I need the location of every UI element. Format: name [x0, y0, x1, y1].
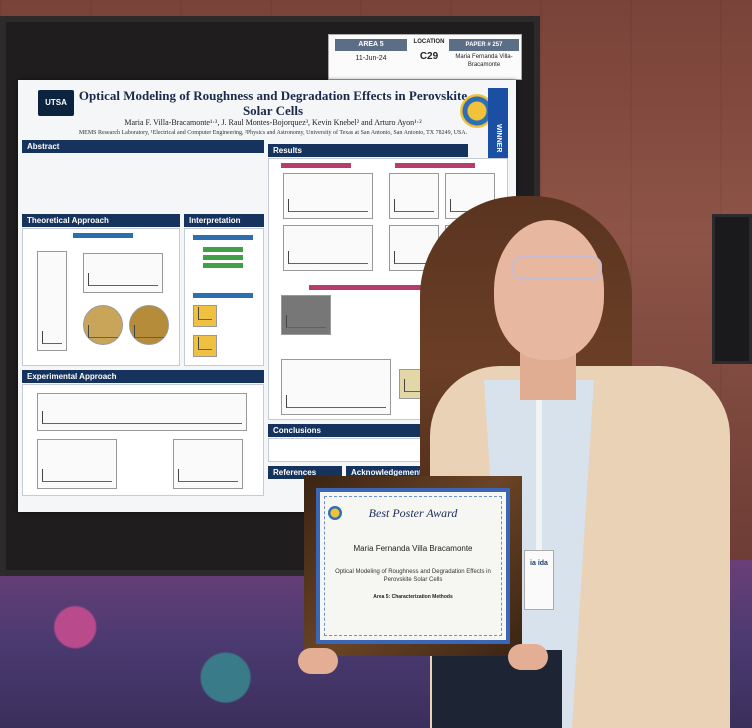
grain-image [83, 305, 123, 345]
experimental-plot [173, 439, 243, 489]
certificate-title: Best Poster Award [368, 506, 458, 520]
results-tag [281, 163, 351, 168]
section-conclusions: Conclusions [268, 424, 428, 437]
poster-title: Optical Modeling of Roughness and Degrad… [78, 88, 468, 118]
degradation-list [281, 359, 391, 415]
placard-location-label: LOCATION [413, 39, 445, 45]
sem-image [281, 295, 331, 335]
person-glasses [512, 256, 602, 280]
utsa-logo: UTSA [38, 90, 74, 116]
section-references: References [268, 466, 342, 479]
interp-tag [203, 247, 243, 252]
interp-tag [203, 255, 243, 260]
award-frame: Best Poster Award Maria Fernanda Villa B… [304, 476, 522, 656]
theoretical-panel [22, 228, 180, 366]
certificate-paper-title: Optical Modeling of Roughness and Degrad… [335, 569, 491, 583]
theory-tag [73, 233, 133, 238]
interp-tag [193, 293, 253, 298]
adjacent-poster-board [712, 214, 752, 364]
section-results: Results [268, 144, 468, 157]
certificate-recipient: Maria Fernanda Villa Bracamonte [353, 544, 473, 553]
experimental-panel [22, 384, 264, 496]
placard-date: 11-Jun-24 [355, 55, 387, 62]
results-tag [395, 163, 475, 168]
award-certificate: Best Poster Award Maria Fernanda Villa B… [316, 488, 510, 644]
section-abstract: Abstract [22, 140, 264, 153]
poster-authors: Maria F. Villa-Bracamonte¹·³, J. Raul Mo… [124, 118, 422, 127]
results-tag [309, 285, 469, 290]
layer-block [193, 335, 217, 357]
grain-image [129, 305, 169, 345]
name-badge: ia ida [524, 550, 554, 610]
section-theoretical: Theoretical Approach [22, 214, 180, 227]
flowchart [37, 251, 67, 351]
poster-affiliation: MEMS Research Laboratory, ¹Electrical an… [78, 130, 468, 136]
results-plot [283, 173, 373, 219]
interp-tag [203, 263, 243, 268]
section-acknowledgements: Acknowledgements [346, 466, 428, 479]
placard-author: Maria Fernanda Villa-Bracamonte [455, 54, 513, 68]
results-plot [389, 173, 439, 219]
certificate-border [324, 496, 502, 636]
placard-location: C29 [419, 51, 439, 62]
person-right-hand [508, 644, 548, 670]
person-face [494, 220, 604, 360]
characterization-diagram [37, 439, 117, 489]
layer-block [193, 305, 217, 327]
results-plot [283, 225, 373, 271]
conclusions-panel [268, 438, 428, 462]
interp-tag [193, 235, 253, 240]
model-diagram [83, 253, 163, 293]
location-placard: AREA 5 11-Jun-24 LOCATION C29 PAPER # 25… [328, 34, 522, 80]
fabrication-process [37, 393, 247, 431]
section-experimental: Experimental Approach [22, 370, 264, 383]
person-left-hand [298, 648, 338, 674]
certificate-area: Area 5: Characterization Methods [373, 594, 453, 600]
lanyard [536, 400, 542, 550]
section-interpretation: Interpretation [184, 214, 264, 227]
placard-paper: PAPER # 257 [449, 39, 519, 51]
placard-area: AREA 5 [335, 39, 407, 51]
seal-icon [328, 506, 342, 520]
interpretation-panel [184, 228, 264, 366]
